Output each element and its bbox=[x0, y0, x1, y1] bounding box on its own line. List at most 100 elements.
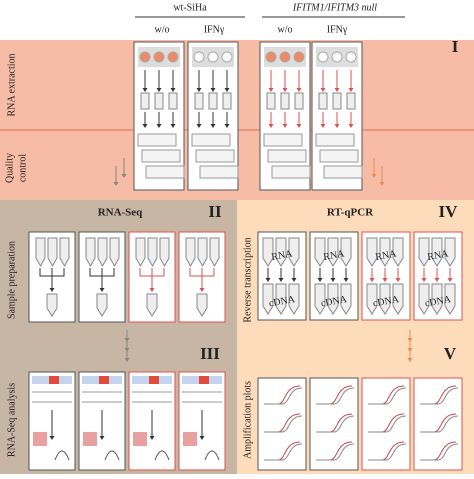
arrow-head bbox=[199, 436, 205, 440]
arrow-head bbox=[156, 88, 162, 92]
arrow-head bbox=[334, 88, 340, 92]
scatter bbox=[33, 432, 47, 446]
tube bbox=[85, 237, 96, 268]
arrow-head bbox=[49, 436, 55, 440]
tube bbox=[47, 237, 58, 268]
well bbox=[167, 51, 179, 63]
arrow-head bbox=[296, 124, 302, 128]
amp-curve bbox=[264, 443, 303, 461]
tube-label: RNA bbox=[323, 248, 346, 263]
gel bbox=[267, 149, 307, 163]
arrow-head bbox=[369, 278, 375, 282]
arrow-head bbox=[170, 124, 176, 128]
tube bbox=[379, 237, 391, 267]
tube bbox=[327, 237, 339, 267]
arrow-head bbox=[421, 278, 427, 282]
arrow-head bbox=[320, 124, 326, 128]
arrow-head bbox=[156, 124, 162, 128]
group-label: IFITM1/IFITM3 null bbox=[292, 2, 377, 13]
side-label: Sample preparation bbox=[6, 241, 17, 319]
side-label: RNA-Seq analysis bbox=[6, 383, 17, 457]
tube bbox=[340, 237, 352, 267]
amp-curve bbox=[264, 415, 303, 433]
gel bbox=[195, 149, 235, 163]
tube bbox=[168, 92, 178, 110]
tube bbox=[418, 237, 430, 267]
arrow-head bbox=[434, 278, 440, 282]
arrow-head bbox=[99, 436, 105, 440]
arrow-head bbox=[291, 278, 297, 282]
tube bbox=[444, 237, 456, 267]
amp-curve bbox=[368, 387, 407, 405]
heatmap bbox=[199, 376, 209, 384]
arrow-head bbox=[224, 88, 230, 92]
gel bbox=[137, 133, 177, 147]
tube bbox=[280, 92, 290, 110]
volcano bbox=[104, 450, 120, 461]
arrow-head bbox=[149, 436, 155, 440]
arrow-head bbox=[210, 88, 216, 92]
panel-numeral: IV bbox=[439, 202, 459, 221]
condition-label: w/o bbox=[278, 24, 293, 35]
scatter bbox=[183, 432, 197, 446]
panel-numeral: I bbox=[452, 37, 459, 56]
tube-label: cDNA bbox=[372, 294, 400, 310]
tube-label: cDNA bbox=[424, 294, 452, 310]
arrow-head bbox=[210, 124, 216, 128]
tube bbox=[275, 237, 287, 267]
tube bbox=[146, 293, 158, 317]
tube bbox=[288, 237, 300, 267]
panel-numeral: II bbox=[208, 202, 222, 221]
tube bbox=[275, 283, 287, 315]
arrow-head bbox=[265, 278, 271, 282]
volcano bbox=[54, 450, 70, 461]
tube bbox=[366, 237, 378, 267]
arrow-head bbox=[343, 278, 349, 282]
tube-label: RNA bbox=[271, 248, 294, 263]
well bbox=[317, 51, 329, 63]
plot-box bbox=[413, 377, 463, 471]
arrow-head bbox=[282, 124, 288, 128]
well bbox=[265, 51, 277, 63]
well bbox=[293, 51, 305, 63]
arrow-head bbox=[371, 174, 377, 178]
gel bbox=[271, 165, 311, 179]
amp-curve bbox=[368, 415, 407, 433]
well bbox=[221, 51, 233, 63]
amp-curve bbox=[420, 443, 459, 461]
well bbox=[139, 51, 151, 63]
tube bbox=[109, 237, 120, 268]
well bbox=[279, 51, 291, 63]
panel-title: RNA-Seq bbox=[98, 207, 143, 219]
tube bbox=[392, 283, 404, 315]
tube bbox=[266, 92, 276, 110]
tube bbox=[366, 283, 378, 315]
arrow-head bbox=[296, 88, 302, 92]
tube bbox=[59, 237, 70, 268]
tube bbox=[185, 237, 196, 268]
amp-curve bbox=[264, 387, 303, 405]
arrow-head bbox=[447, 278, 453, 282]
arrow-head bbox=[142, 124, 148, 128]
tube bbox=[294, 92, 304, 110]
arrow-head bbox=[149, 288, 155, 292]
tube bbox=[196, 293, 208, 317]
condition-label: IFNγ bbox=[204, 24, 225, 35]
tube bbox=[222, 92, 232, 110]
amp-curve bbox=[316, 443, 355, 461]
amp-curve bbox=[316, 387, 355, 405]
volcano bbox=[154, 450, 170, 461]
tube-label: RNA bbox=[427, 248, 450, 263]
condition-label: IFNγ bbox=[327, 24, 348, 35]
tube bbox=[209, 237, 220, 268]
side-label: control bbox=[17, 154, 28, 183]
side-label: Quality bbox=[4, 153, 15, 183]
tube bbox=[288, 283, 300, 315]
tube bbox=[159, 237, 170, 268]
amp-curve bbox=[420, 387, 459, 405]
side-label: Reverse transcription bbox=[242, 237, 253, 322]
scatter bbox=[83, 432, 97, 446]
tube bbox=[262, 237, 274, 267]
amp-curve bbox=[368, 443, 407, 461]
tube bbox=[35, 237, 46, 268]
